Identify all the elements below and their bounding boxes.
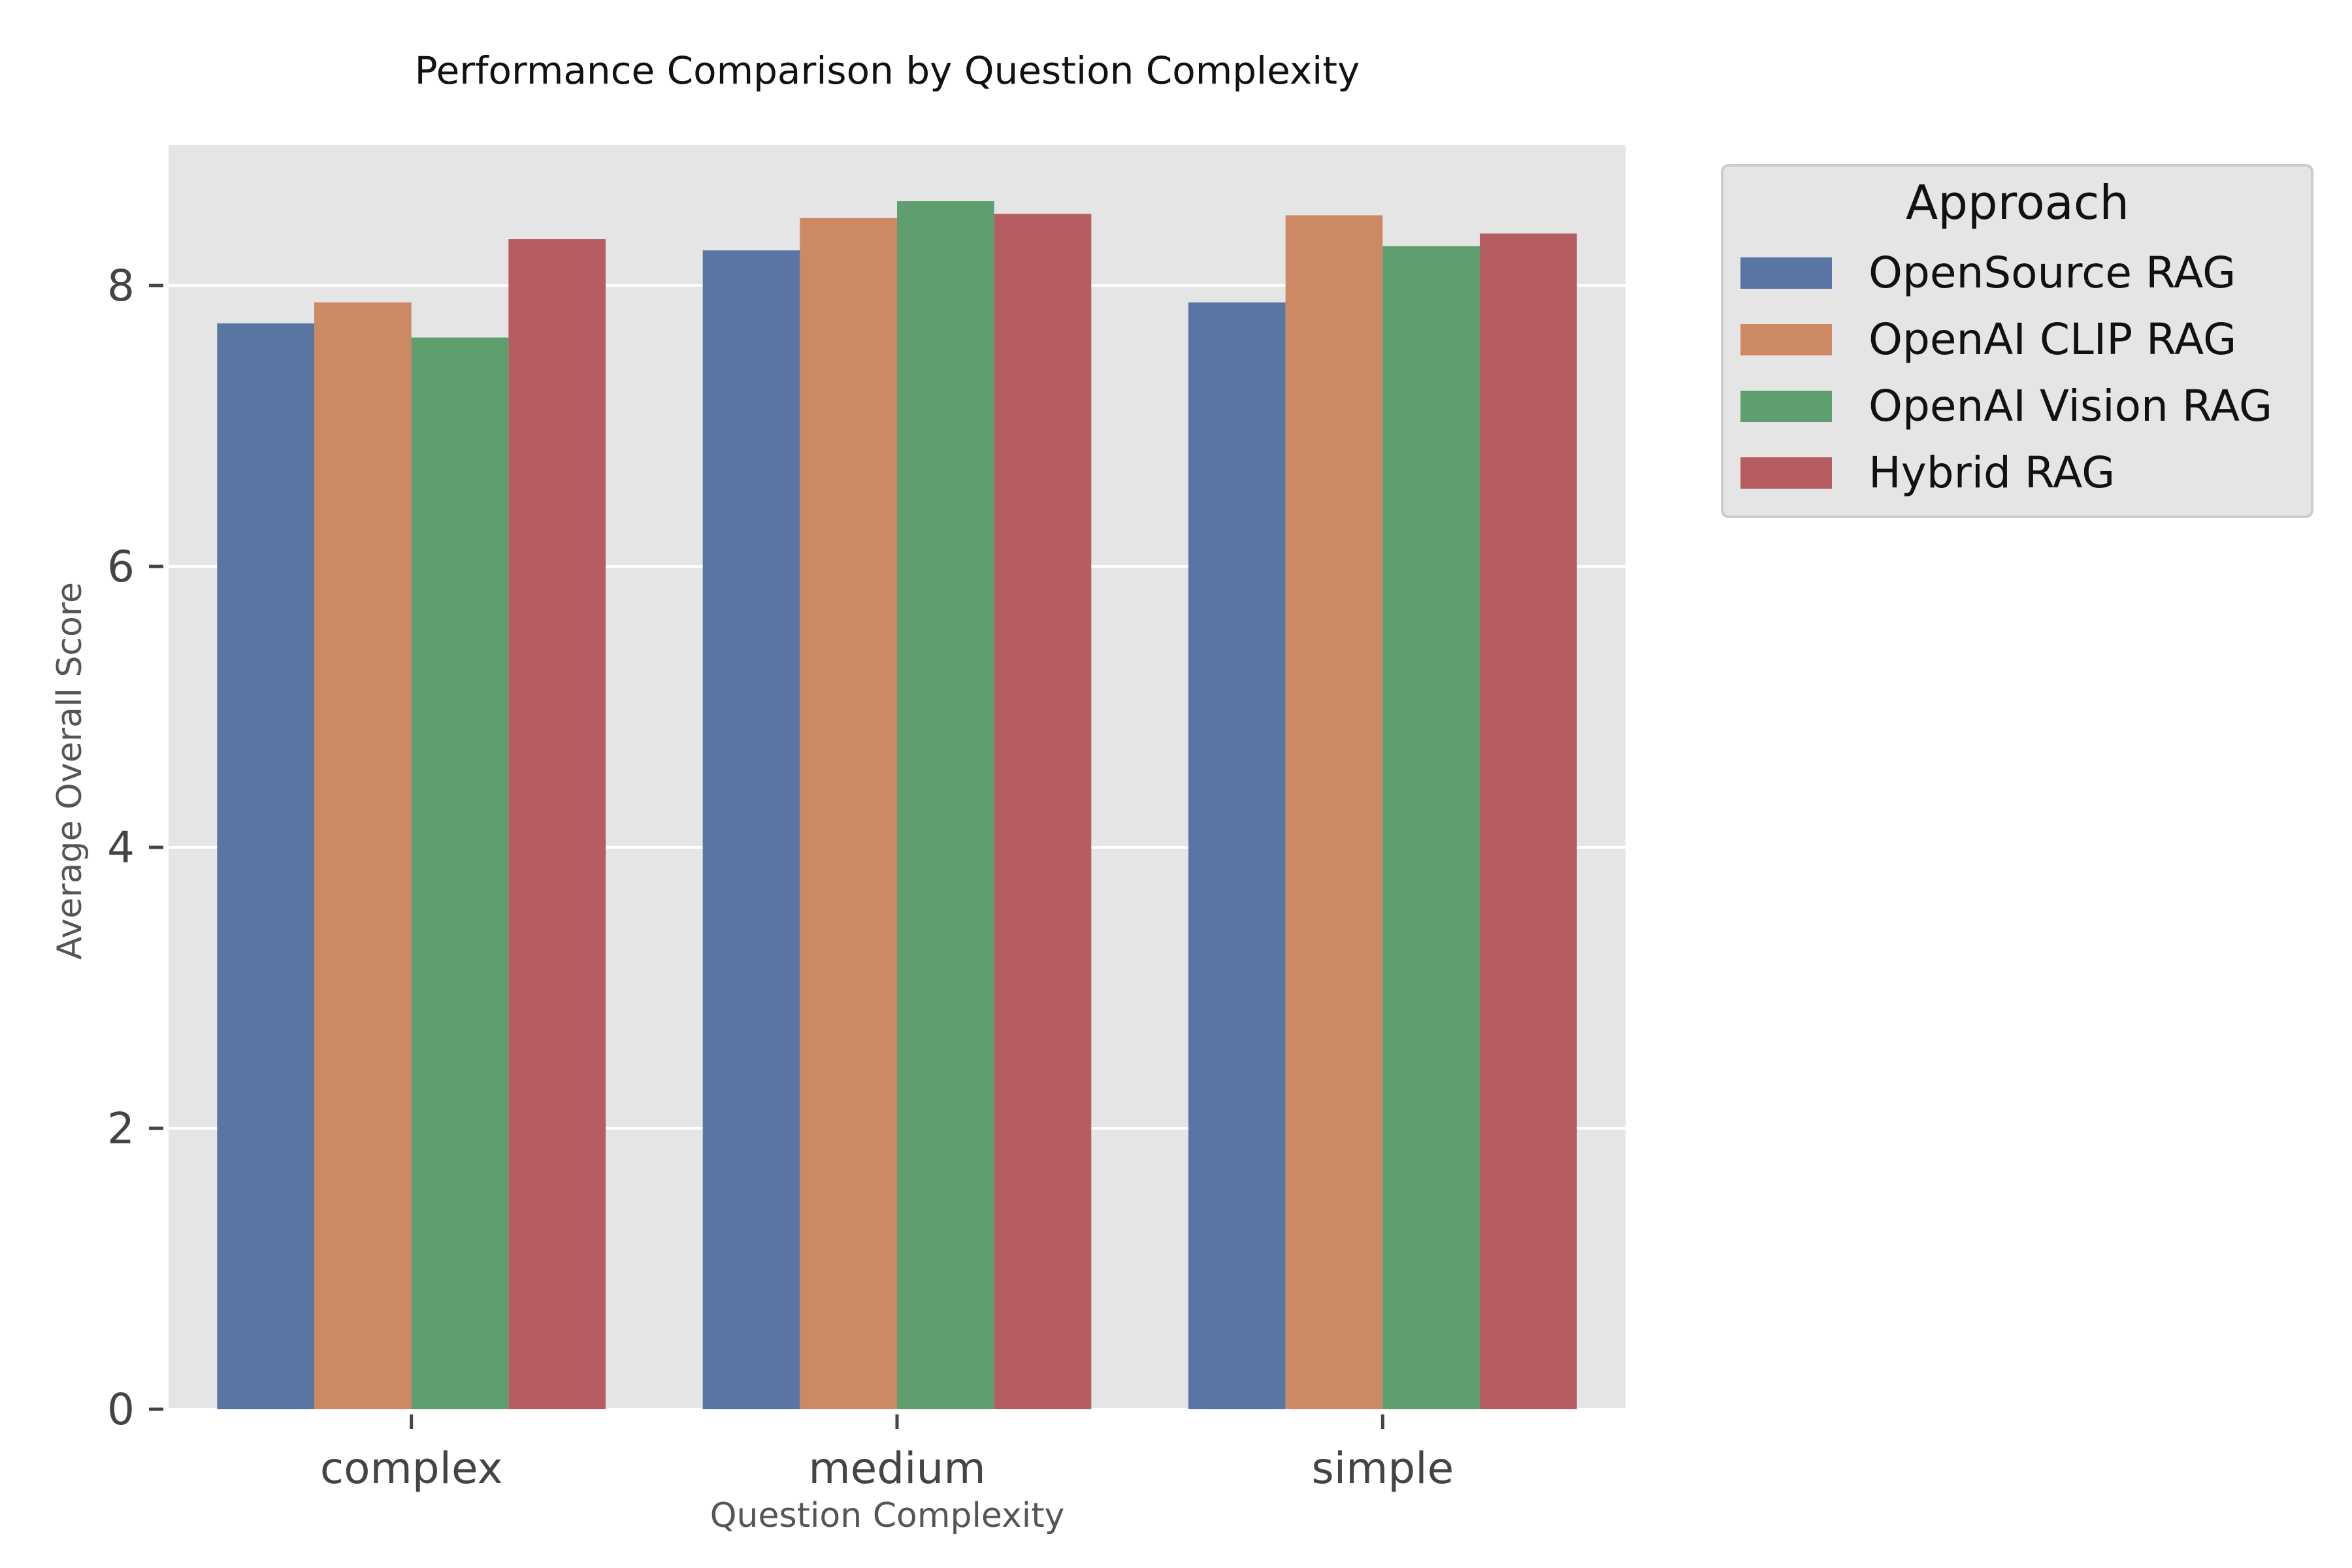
x-axis-label: Question Complexity bbox=[710, 1496, 1065, 1535]
y-axis-label: Average Overall Score bbox=[50, 582, 90, 960]
legend-swatch bbox=[1740, 391, 1832, 422]
legend-swatch bbox=[1740, 324, 1832, 355]
bar-simple-openai-vision-rag bbox=[1382, 246, 1480, 1409]
chart-title: Performance Comparison by Question Compl… bbox=[415, 48, 1360, 93]
bar-complex-openai-clip-rag bbox=[314, 302, 412, 1409]
bar-simple-openai-clip-rag bbox=[1285, 215, 1383, 1409]
y-axis-ticks: 0 2 4 6 8 bbox=[107, 261, 163, 1435]
y-tick-label: 6 bbox=[107, 542, 135, 592]
bars bbox=[217, 201, 1577, 1410]
x-tick-label: complex bbox=[320, 1443, 503, 1494]
bar-simple-hybrid-rag bbox=[1480, 233, 1577, 1410]
legend-box bbox=[1721, 164, 2313, 518]
x-tick-label: simple bbox=[1311, 1443, 1454, 1494]
legend-swatch bbox=[1740, 457, 1832, 489]
legend-label: OpenAI CLIP RAG bbox=[1869, 314, 2236, 365]
bar-medium-opensource-rag bbox=[702, 250, 800, 1409]
bar-complex-opensource-rag bbox=[217, 323, 314, 1409]
x-axis-ticks: complex medium simple bbox=[320, 1414, 1454, 1494]
bar-complex-hybrid-rag bbox=[508, 239, 606, 1409]
bar-simple-opensource-rag bbox=[1188, 302, 1286, 1409]
x-tick-label: medium bbox=[808, 1443, 985, 1494]
bar-medium-openai-clip-rag bbox=[800, 218, 897, 1409]
legend-label: Hybrid RAG bbox=[1869, 448, 2115, 498]
y-tick-label: 4 bbox=[107, 823, 135, 873]
legend-label: OpenSource RAG bbox=[1869, 248, 2236, 298]
legend-label: OpenAI Vision RAG bbox=[1869, 381, 2272, 431]
bar-medium-openai-vision-rag bbox=[897, 201, 994, 1409]
bar-medium-hybrid-rag bbox=[994, 214, 1092, 1410]
y-tick-label: 0 bbox=[107, 1384, 135, 1435]
y-tick-label: 8 bbox=[107, 261, 135, 311]
y-tick-label: 2 bbox=[107, 1103, 135, 1154]
legend-title: Approach bbox=[1906, 175, 2129, 230]
legend-swatch bbox=[1740, 257, 1832, 289]
bar-complex-openai-vision-rag bbox=[411, 337, 509, 1409]
legend-items: OpenSource RAG OpenAI CLIP RAG OpenAI Visi… bbox=[1740, 248, 2272, 498]
